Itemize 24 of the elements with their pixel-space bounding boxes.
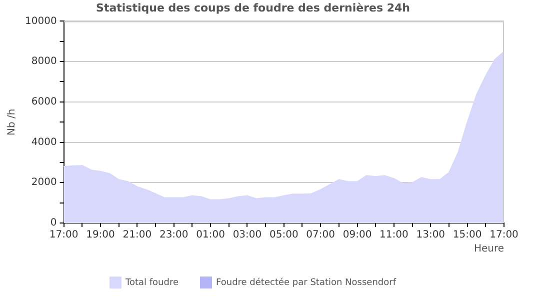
x-tick-label: 23:00 xyxy=(159,230,188,241)
y-tick-label: 4000 xyxy=(31,136,57,148)
y-tick-label: 10000 xyxy=(25,16,57,27)
x-tick-label: 19:00 xyxy=(86,230,115,241)
chart-title: Statistique des coups de foudre des dernières 24h xyxy=(96,1,410,14)
x-tick-label: 17:00 xyxy=(49,230,78,241)
x-axis-title: Heure xyxy=(474,244,504,255)
x-tick-label: 09:00 xyxy=(342,230,372,241)
y-tick-label: 8000 xyxy=(31,56,57,68)
x-tick-label: 05:00 xyxy=(269,230,298,241)
x-tick-label: 21:00 xyxy=(122,230,152,241)
x-tick-label: 11:00 xyxy=(380,230,408,241)
legend-label: Foudre détectée par Station Nossendorf xyxy=(216,276,397,288)
y-tick-label: 6000 xyxy=(31,96,57,108)
y-axis-title: Nb /h xyxy=(6,108,18,136)
x-tick-label: 01:00 xyxy=(196,230,225,241)
x-tick-label: 03:00 xyxy=(232,230,262,241)
x-tick-label: 07:00 xyxy=(306,230,335,241)
legend-label: Total foudre xyxy=(124,278,179,288)
x-tick-label: 17:00 xyxy=(490,230,518,241)
x-tick-label: 13:00 xyxy=(416,230,446,241)
y-tick-label: 2000 xyxy=(31,177,57,188)
y-tick-label: 0 xyxy=(50,218,57,229)
x-tick-label: 15:00 xyxy=(452,230,482,241)
